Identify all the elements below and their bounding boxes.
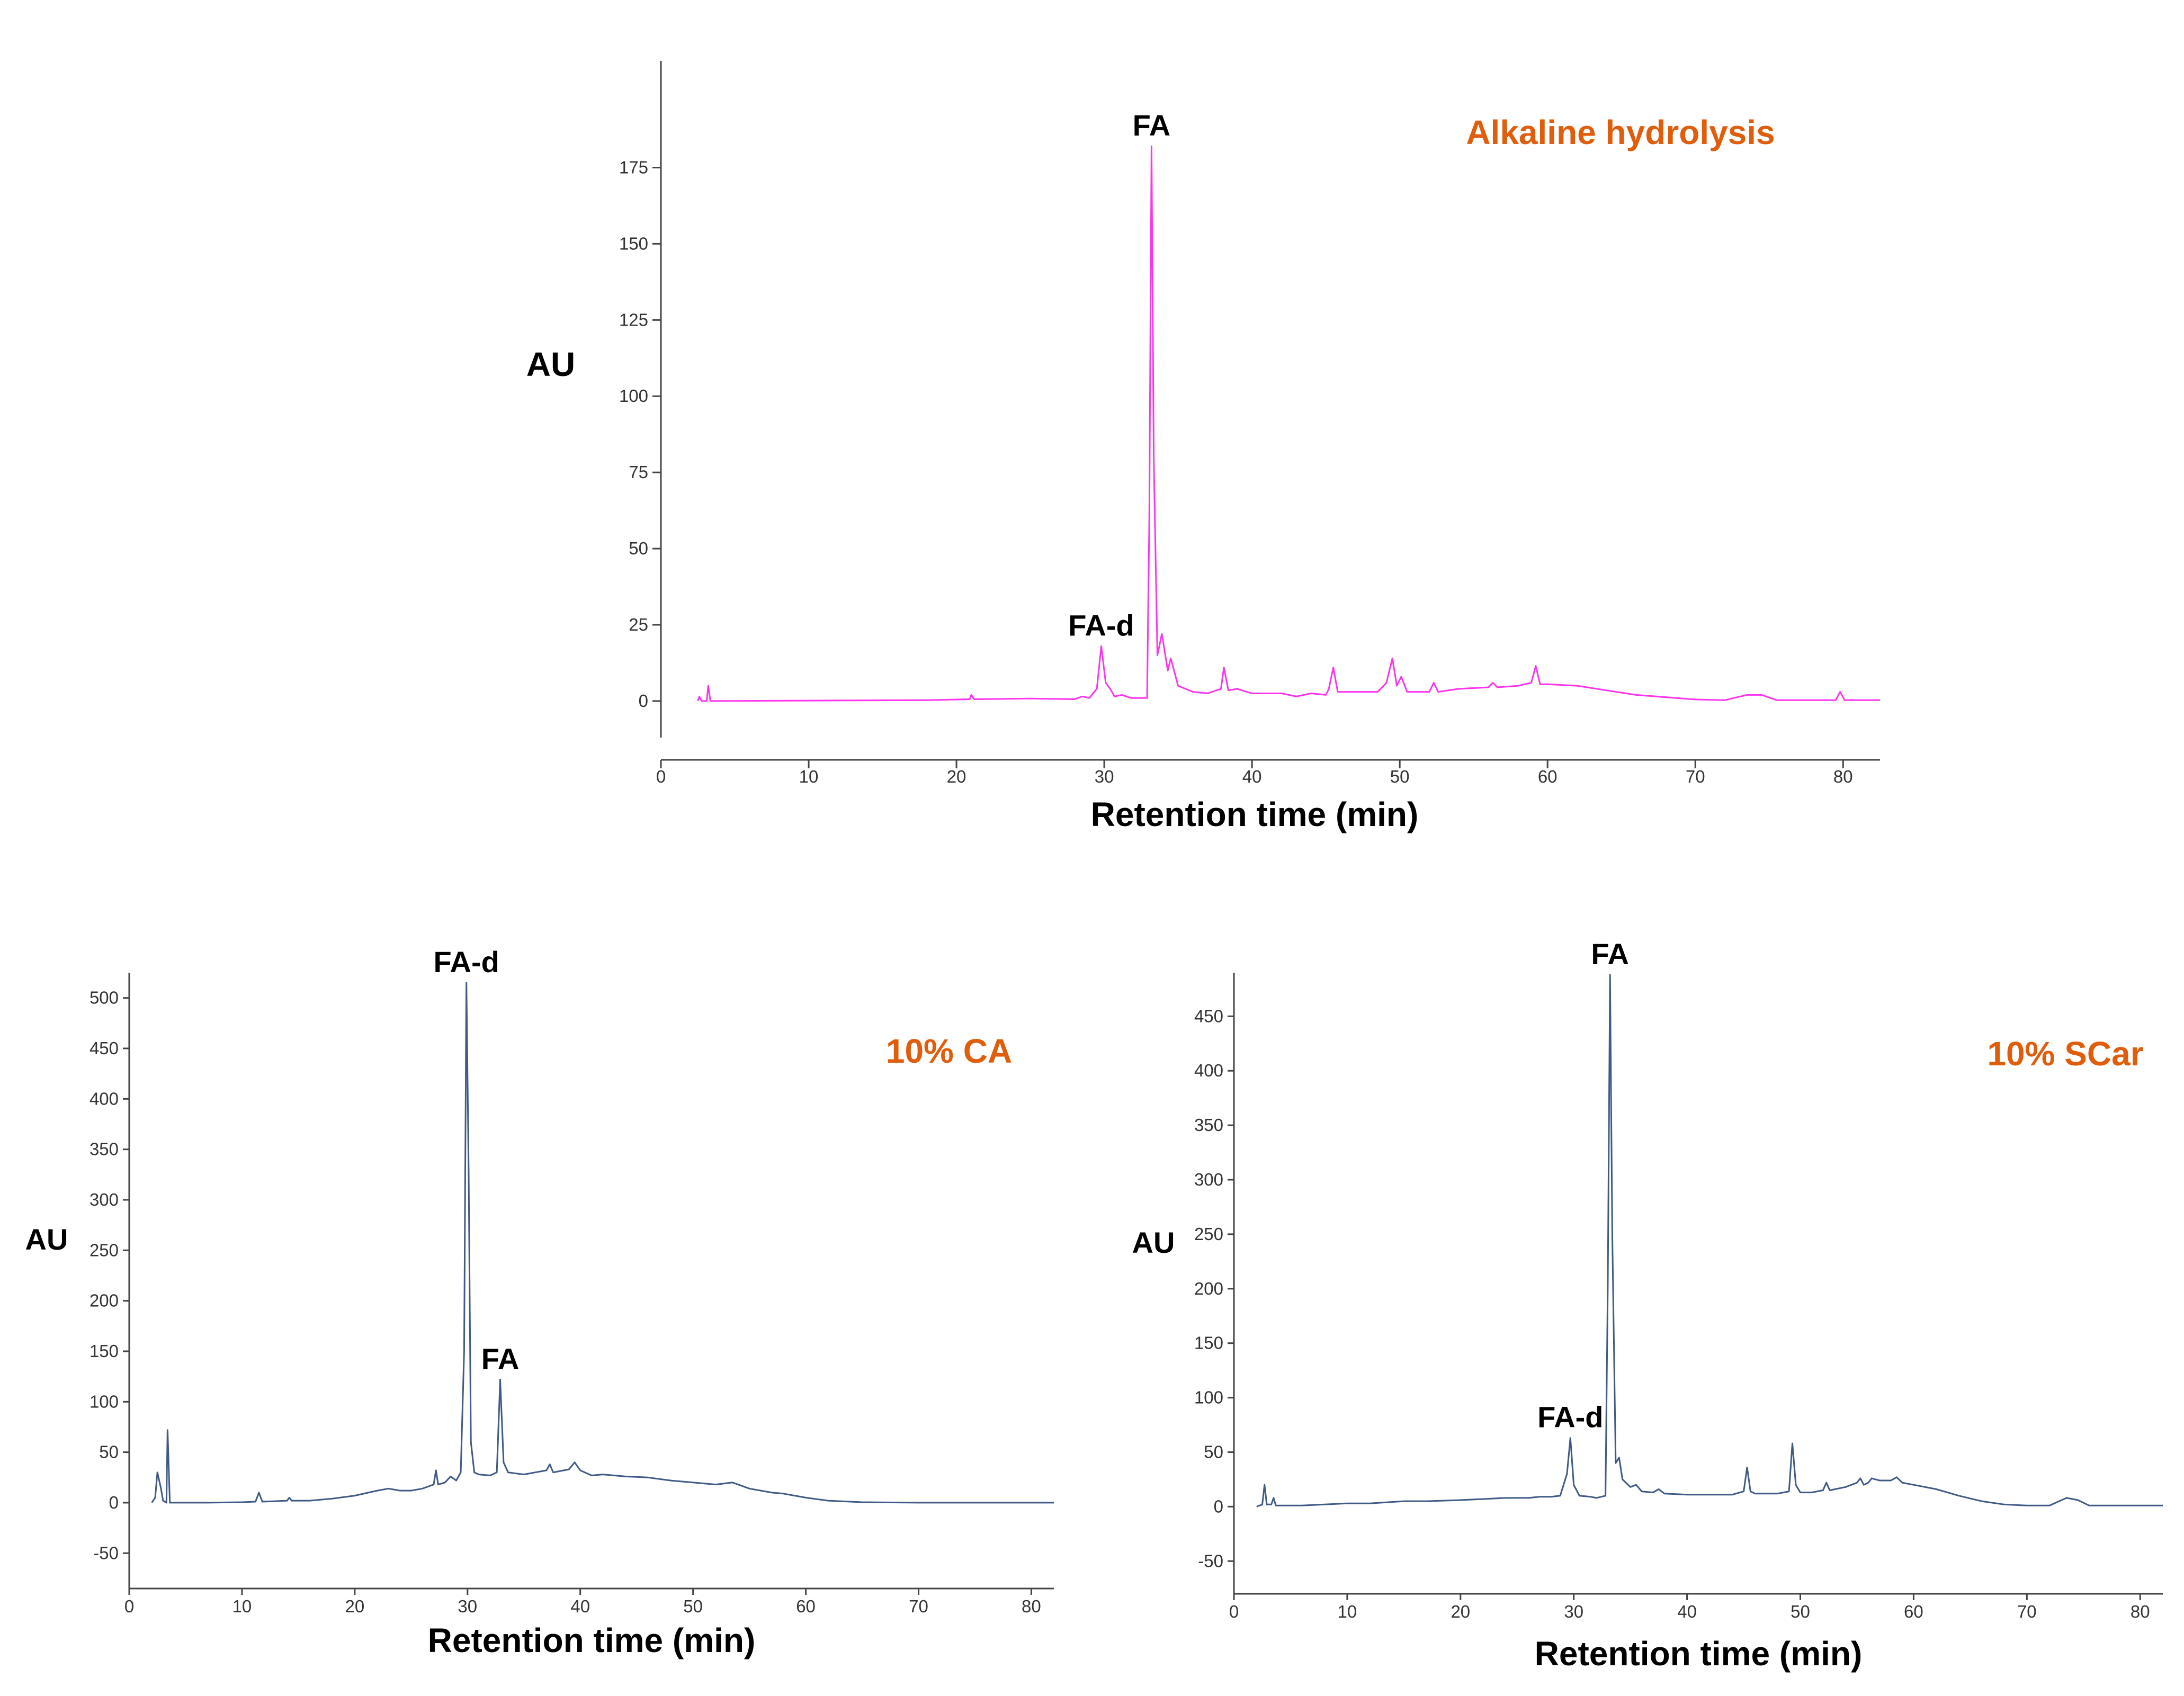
x-tick-label: 20 bbox=[947, 767, 966, 786]
y-tick-label: 100 bbox=[89, 1392, 119, 1411]
x-tick-label: 0 bbox=[124, 1596, 134, 1616]
x-tick-label: 40 bbox=[1677, 1602, 1697, 1621]
x-axis-title: Retention time (min) bbox=[1535, 1635, 1863, 1673]
y-tick-label: 200 bbox=[1194, 1279, 1223, 1298]
x-axis-title: Retention time (min) bbox=[428, 1621, 756, 1659]
y-tick-label: 350 bbox=[1194, 1115, 1223, 1135]
series-line bbox=[697, 145, 1880, 702]
y-axis-title: AU bbox=[1132, 1226, 1175, 1259]
y-tick-label: -50 bbox=[1198, 1551, 1223, 1571]
x-tick-label: 40 bbox=[1242, 767, 1262, 786]
peak-label: FA bbox=[481, 1342, 520, 1375]
y-tick-label: 150 bbox=[1194, 1333, 1223, 1353]
series-line bbox=[151, 982, 1054, 1504]
x-tick-label: 50 bbox=[1390, 767, 1410, 786]
x-tick-label: 70 bbox=[2017, 1602, 2037, 1621]
y-tick-label: 0 bbox=[109, 1493, 119, 1512]
y-tick-label: 400 bbox=[89, 1089, 119, 1108]
x-tick-label: 80 bbox=[2131, 1602, 2150, 1621]
y-axis-title: AU bbox=[25, 1223, 68, 1256]
x-tick-label: 70 bbox=[1686, 767, 1705, 786]
series-line bbox=[1256, 974, 2163, 1507]
x-tick-label: 50 bbox=[683, 1596, 703, 1616]
chart-panel-10pct-ca: -50 0 50 100 150 200 250 300 350 400 450 500 0 10 20 30… bbox=[25, 945, 1054, 1659]
y-tick-label: 300 bbox=[1194, 1170, 1223, 1189]
y-tick-label: 50 bbox=[99, 1442, 119, 1462]
chart-title: 10% SCar bbox=[1987, 1035, 2143, 1073]
x-tick-label: 40 bbox=[570, 1596, 590, 1616]
x-tick-label: 10 bbox=[799, 767, 819, 786]
x-tick-label: 70 bbox=[909, 1596, 928, 1616]
y-tick-label: 125 bbox=[619, 310, 648, 329]
chart-title: 10% CA bbox=[886, 1032, 1012, 1070]
x-tick-label: 10 bbox=[232, 1596, 252, 1616]
y-tick-label: 100 bbox=[1194, 1388, 1223, 1407]
y-tick-label: 350 bbox=[89, 1139, 119, 1159]
y-tick-label: 250 bbox=[1194, 1224, 1223, 1244]
y-tick-label: 150 bbox=[619, 234, 648, 253]
x-tick-label: 10 bbox=[1338, 1602, 1357, 1621]
y-tick-label: 25 bbox=[629, 615, 648, 634]
chart-title: Alkaline hydrolysis bbox=[1466, 113, 1775, 151]
y-axis-title: AU bbox=[526, 345, 575, 383]
y-tick-label: 150 bbox=[89, 1341, 119, 1361]
x-tick-label: 30 bbox=[1095, 767, 1114, 786]
x-tick-label: 80 bbox=[1022, 1596, 1041, 1616]
y-tick-label: 200 bbox=[89, 1291, 119, 1311]
y-tick-label: 0 bbox=[639, 691, 648, 711]
x-tick-label: 60 bbox=[1904, 1602, 1923, 1621]
x-tick-label: 80 bbox=[1833, 767, 1853, 786]
y-tick-label: 0 bbox=[1214, 1496, 1223, 1516]
y-tick-label: 450 bbox=[1194, 1006, 1223, 1026]
x-tick-label: 0 bbox=[656, 767, 666, 786]
y-tick-label: 75 bbox=[629, 462, 648, 482]
x-tick-label: 50 bbox=[1791, 1602, 1810, 1621]
peak-label: FA-d bbox=[1537, 1401, 1603, 1434]
y-tick-label: -50 bbox=[93, 1543, 119, 1563]
y-tick-label: 450 bbox=[89, 1038, 119, 1058]
chart-panel-10pct-scar: -50 0 50 100 150 200 250 300 350 400 450 0 10 20 30 40 5… bbox=[1132, 937, 2163, 1673]
x-tick-label: 60 bbox=[1538, 767, 1558, 786]
x-tick-label: 20 bbox=[345, 1596, 364, 1616]
x-tick-label: 20 bbox=[1451, 1602, 1470, 1621]
peak-label: FA bbox=[1133, 109, 1171, 142]
x-tick-label: 60 bbox=[796, 1596, 816, 1616]
x-tick-label: 0 bbox=[1229, 1602, 1239, 1621]
peak-label: FA-d bbox=[1068, 608, 1134, 642]
y-tick-label: 250 bbox=[89, 1240, 119, 1260]
y-tick-label: 50 bbox=[629, 539, 648, 558]
peak-label: FA bbox=[1591, 937, 1629, 971]
y-tick-label: 100 bbox=[619, 386, 648, 406]
peak-label: FA-d bbox=[433, 945, 499, 979]
y-tick-label: 175 bbox=[619, 157, 648, 177]
chart-panel-alkaline-hydrolysis: 0 25 50 75 100 125 150 175 0 10 20 30 40 50 60 70 80 FA FA… bbox=[526, 61, 1880, 833]
y-tick-label: 50 bbox=[1204, 1442, 1223, 1461]
y-tick-label: 300 bbox=[89, 1190, 119, 1209]
x-axis-title: Retention time (min) bbox=[1091, 795, 1419, 833]
y-tick-label: 400 bbox=[1194, 1061, 1223, 1080]
x-tick-label: 30 bbox=[458, 1596, 477, 1616]
y-tick-label: 500 bbox=[89, 988, 119, 1008]
x-tick-label: 30 bbox=[1564, 1602, 1583, 1621]
